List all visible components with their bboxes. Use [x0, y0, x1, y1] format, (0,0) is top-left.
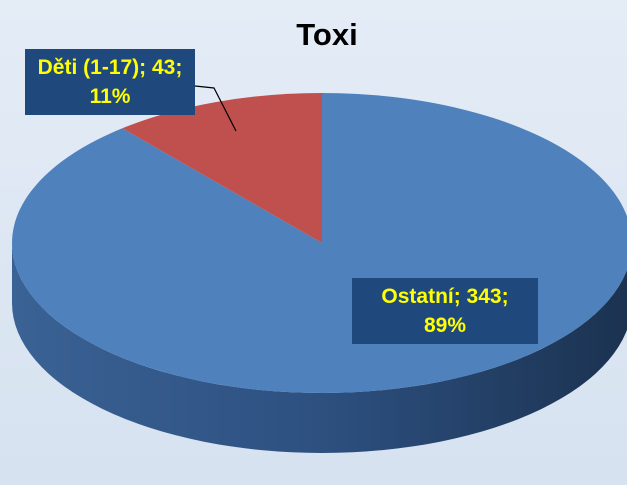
pie-slice: Děti (1-17): [122, 93, 322, 243]
chart-title: Toxi: [296, 17, 357, 52]
pie-side: [12, 243, 627, 453]
leader-line: [194, 85, 237, 132]
data-label: Ostatní; 343; 89%: [352, 278, 538, 344]
data-label: Děti (1-17); 43; 11%: [25, 49, 195, 115]
